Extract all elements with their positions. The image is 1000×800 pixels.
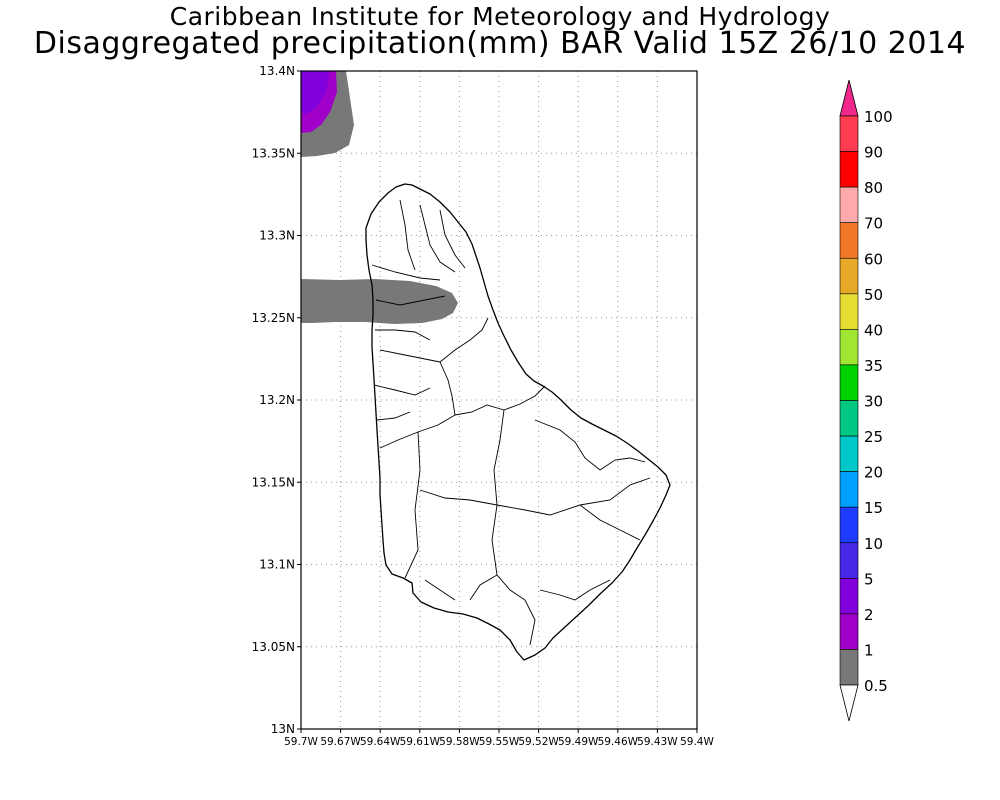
drainage-line <box>424 579 456 601</box>
legend-label: 10 <box>864 535 883 553</box>
x-axis: 59.7W 59.67W 59.64W 59.61W 59.58W 59.55W 59.52… <box>284 729 714 748</box>
y-tick-label: 13.3N <box>259 229 295 243</box>
drainage-lines <box>371 199 651 646</box>
x-tick-label: 59.43W <box>637 736 678 748</box>
x-tick-label: 59.4W <box>680 736 714 748</box>
precip-area-northwest-2mm <box>301 71 330 114</box>
island-outline <box>365 183 671 661</box>
legend-label: 15 <box>864 499 883 517</box>
x-tick-label: 59.64W <box>360 736 401 748</box>
y-tick-label: 13N <box>271 722 295 736</box>
drainage-line <box>439 361 456 416</box>
legend-label: 0.5 <box>864 677 888 695</box>
legend-label: 1 <box>864 641 874 659</box>
drainage-line <box>375 329 431 341</box>
legend-swatch <box>839 364 859 401</box>
legend-label: 35 <box>864 357 883 375</box>
legend-swatch <box>839 506 859 544</box>
precip-area-west-band <box>301 279 458 324</box>
drainage-line <box>496 477 651 516</box>
y-tick-label: 13.25N <box>252 311 295 325</box>
drainage-line <box>419 204 456 273</box>
y-tick-label: 13.4N <box>259 64 295 78</box>
legend-swatch <box>839 542 859 579</box>
color-legend: 100 90 80 70 60 50 40 35 30 25 20 15 10 5 2 1 0.5 <box>839 79 893 722</box>
x-tick-label: 59.7W <box>284 736 318 748</box>
map-grid <box>301 71 697 729</box>
legend-label: 20 <box>864 464 883 482</box>
y-tick-label: 13.35N <box>252 146 295 160</box>
legend-label: 70 <box>864 215 883 233</box>
drainage-line <box>379 414 456 449</box>
legend-swatch <box>839 186 859 223</box>
legend-label: 40 <box>864 321 883 339</box>
y-axis: 13.4N 13.35N 13.3N 13.25N 13.2N 13.15N 13.1N 13… <box>252 64 301 736</box>
legend-label: 25 <box>864 428 883 446</box>
drainage-line <box>419 489 498 506</box>
x-tick-label: 59.55W <box>479 736 520 748</box>
legend-label: 60 <box>864 250 883 268</box>
drainage-line <box>399 199 416 271</box>
legend-swatch <box>839 222 859 259</box>
legend-swatch <box>839 613 859 650</box>
x-tick-label: 59.67W <box>320 736 361 748</box>
y-tick-label: 13.1N <box>259 558 295 572</box>
legend-swatch <box>839 435 859 472</box>
barbados-coastline <box>365 183 671 661</box>
y-tick-label: 13.05N <box>252 640 295 654</box>
legend-swatch <box>839 257 859 295</box>
drainage-line <box>439 317 489 363</box>
x-tick-label: 59.61W <box>400 736 441 748</box>
legend-swatch <box>839 471 859 508</box>
legend-top-arrow <box>839 79 859 117</box>
legend-label: 100 <box>864 108 893 126</box>
drainage-line <box>454 404 505 416</box>
legend-label: 90 <box>864 144 883 162</box>
x-tick-label: 59.58W <box>439 736 480 748</box>
drainage-line <box>379 349 441 363</box>
chart-title: Caribbean Institute for Meteorology and … <box>169 2 831 31</box>
drainage-line <box>376 411 411 421</box>
legend-swatch <box>839 151 859 188</box>
drainage-line <box>373 384 431 396</box>
y-tick-label: 13.15N <box>252 475 295 489</box>
chart-subtitle: Disaggregated precipitation(mm) BAR Vali… <box>33 26 967 61</box>
x-tick-label: 59.46W <box>598 736 639 748</box>
drainage-line <box>503 385 546 411</box>
legend-label: 5 <box>864 570 874 588</box>
drainage-line <box>496 574 536 646</box>
drainage-line <box>539 579 611 601</box>
legend-label: 80 <box>864 179 883 197</box>
drainage-line <box>491 409 505 576</box>
drainage-line <box>599 457 646 471</box>
drainage-line <box>371 264 441 281</box>
x-tick-label: 59.52W <box>518 736 559 748</box>
drainage-line <box>404 431 421 579</box>
legend-swatch <box>839 578 859 615</box>
legend-label: 30 <box>864 393 883 411</box>
legend-swatch <box>839 115 859 152</box>
legend-bottom-arrow <box>839 684 859 722</box>
map-frame <box>300 70 698 730</box>
legend-swatch <box>839 400 859 437</box>
drainage-line <box>375 295 446 306</box>
drainage-line <box>534 419 601 471</box>
drainage-line <box>579 504 641 541</box>
legend-swatch <box>839 329 859 366</box>
x-tick-label: 59.49W <box>558 736 599 748</box>
legend-swatch <box>839 293 859 330</box>
legend-swatch <box>839 649 859 686</box>
drainage-line <box>439 209 466 269</box>
y-tick-label: 13.2N <box>259 393 295 407</box>
legend-label: 50 <box>864 286 883 304</box>
drainage-line <box>469 574 498 601</box>
legend-label: 2 <box>864 606 874 624</box>
precip-shading <box>301 71 458 324</box>
